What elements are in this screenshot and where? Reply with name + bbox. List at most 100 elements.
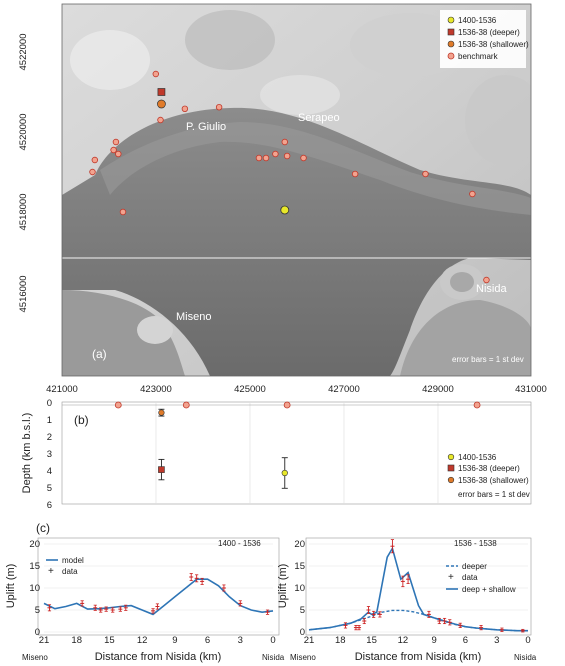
panel-label-a: (a)	[92, 347, 107, 361]
uplift-x-tick: 15	[104, 635, 115, 646]
chart2-x-end-right: Nisida	[514, 653, 537, 662]
map-x-tick: 423000	[140, 384, 172, 395]
depth-legend-1400-label: 1400-1536	[458, 453, 497, 462]
uplift-x-tick: 3	[238, 635, 243, 646]
uplift-x-tick: 0	[270, 635, 275, 646]
uplift-y-tick: 15	[29, 561, 40, 572]
uplift-y-tick: 20	[29, 539, 40, 550]
depth-shallower-marker	[158, 409, 165, 416]
benchmark-marker	[300, 154, 307, 162]
benchmark-marker	[119, 208, 127, 216]
map-y-tick: 4522000	[18, 34, 29, 71]
depth-y-title: Depth (km b.s.l.)	[21, 413, 33, 494]
map-note: error bars = 1 st dev	[452, 355, 524, 364]
depth-legend: 1400-1536 1536-38 (deeper) 1536-38 (shal…	[447, 453, 530, 499]
chart2-x-title: Distance from Nisida (km)	[355, 651, 482, 663]
legend-deeper-label: 1536-38 (deeper)	[458, 28, 520, 37]
uplift-x-tick: 9	[172, 635, 177, 646]
depth-benchmark-marker	[182, 401, 190, 409]
uplift-x-tick: 3	[494, 635, 499, 646]
uplift-x-tick: 15	[366, 635, 377, 646]
place-label-p-giulio: P. Giulio	[186, 121, 226, 133]
chart1-x-end-right: Nisida	[262, 653, 285, 662]
depth-legend-deeper-marker	[447, 464, 455, 472]
depth-y-tick: 1	[47, 415, 52, 426]
benchmark-marker	[422, 170, 429, 178]
chart2-legend: deeper + data deep + shallow	[446, 562, 516, 594]
chart1-legend-data-marker: +	[48, 566, 54, 577]
map-x-tick: 425000	[234, 384, 266, 395]
map-overlay	[89, 70, 490, 284]
uplift-y-tick: 0	[300, 627, 305, 638]
depth-y-tick: 5	[47, 483, 52, 494]
benchmark-marker	[115, 150, 122, 158]
chart1-legend: model + data	[46, 556, 84, 577]
depth-benchmark-marker	[114, 401, 122, 409]
depth-y-tick: 0	[47, 398, 52, 409]
legend-1400-marker	[447, 16, 455, 24]
uplift-chart-1400-1536: 0 5 10 15 20 21 18 15 12 9 6 3 0 (c) 1400 - 1536 Upl…	[5, 521, 285, 663]
uplift-y-tick: 15	[294, 561, 305, 572]
legend-benchmark-marker	[447, 52, 455, 60]
uplift-x-tick: 21	[39, 635, 50, 646]
depth-y-tick: 4	[47, 466, 52, 477]
source-1400-marker	[280, 205, 290, 215]
source-shallower-marker	[157, 99, 166, 109]
map-legend: 1400-1536 1536-38 (deeper) 1536-38 (shal…	[440, 10, 529, 68]
map-y-axis: 4522000 4520000 4518000 4516000	[18, 34, 29, 313]
benchmark-marker	[215, 103, 223, 111]
benchmark-marker	[283, 152, 291, 160]
map-frame	[61, 3, 532, 377]
depth-legend-shallower-marker	[447, 476, 455, 484]
chart2-legend-data: data	[462, 573, 478, 582]
map-y-tick: 4520000	[18, 114, 29, 151]
chart1-legend-data: data	[62, 567, 78, 576]
depth-y-tick: 6	[47, 500, 52, 511]
uplift-x-tick: 21	[304, 635, 315, 646]
uplift-x-tick: 18	[71, 635, 82, 646]
chart2-title: 1536 - 1538	[454, 539, 497, 548]
depth-y-tick: 3	[47, 449, 52, 460]
chart2-legend-deeper: deeper	[462, 562, 487, 571]
map-x-tick: 429000	[422, 384, 454, 395]
chart1-title: 1400 - 1536	[218, 539, 261, 548]
uplift-x-tick: 9	[431, 635, 436, 646]
benchmark-marker	[110, 146, 117, 154]
benchmark-marker	[281, 138, 288, 146]
benchmark-marker	[262, 154, 270, 162]
depth-legend-shallower-label: 1536-38 (shallower)	[458, 476, 529, 485]
map-x-tick: 431000	[515, 384, 547, 395]
map-y-tick: 4518000	[18, 194, 29, 231]
benchmark-marker	[157, 116, 164, 124]
place-label-miseno: Miseno	[176, 311, 211, 323]
uplift-x-tick: 12	[137, 635, 148, 646]
uplift-x-tick: 6	[205, 635, 210, 646]
benchmark-marker	[483, 276, 490, 284]
legend-shallower-label: 1536-38 (shallower)	[458, 40, 529, 49]
deep-shallow-line	[308, 546, 528, 632]
depth-note: error bars = 1 st dev	[458, 490, 530, 499]
benchmark-marker	[91, 156, 99, 164]
legend-benchmark-label: benchmark	[458, 52, 499, 61]
benchmark-marker	[351, 170, 359, 178]
legend-shallower-marker	[447, 40, 455, 48]
depth-legend-1400-marker	[447, 453, 455, 461]
chart2-x-end-left: Miseno	[290, 653, 316, 662]
map-x-tick: 427000	[328, 384, 360, 395]
uplift-y-tick: 10	[294, 583, 305, 594]
benchmark-marker	[89, 168, 96, 176]
benchmark-marker	[152, 70, 159, 78]
uplift-x-tick: 12	[398, 635, 409, 646]
chart2-legend-deep-shallow: deep + shallow	[462, 585, 516, 594]
map-x-tick: 421000	[46, 384, 78, 395]
uplift-y-tick: 5	[35, 605, 40, 616]
depth-1400-marker	[281, 469, 288, 477]
uplift-y-tick: 10	[29, 583, 40, 594]
uplift-x-tick: 0	[525, 635, 530, 646]
uplift-y-tick: 0	[35, 627, 40, 638]
uplift-x-tick: 18	[335, 635, 346, 646]
benchmark-marker	[181, 105, 189, 112]
map-y-tick: 4516000	[18, 276, 29, 313]
benchmark-marker	[112, 138, 120, 146]
